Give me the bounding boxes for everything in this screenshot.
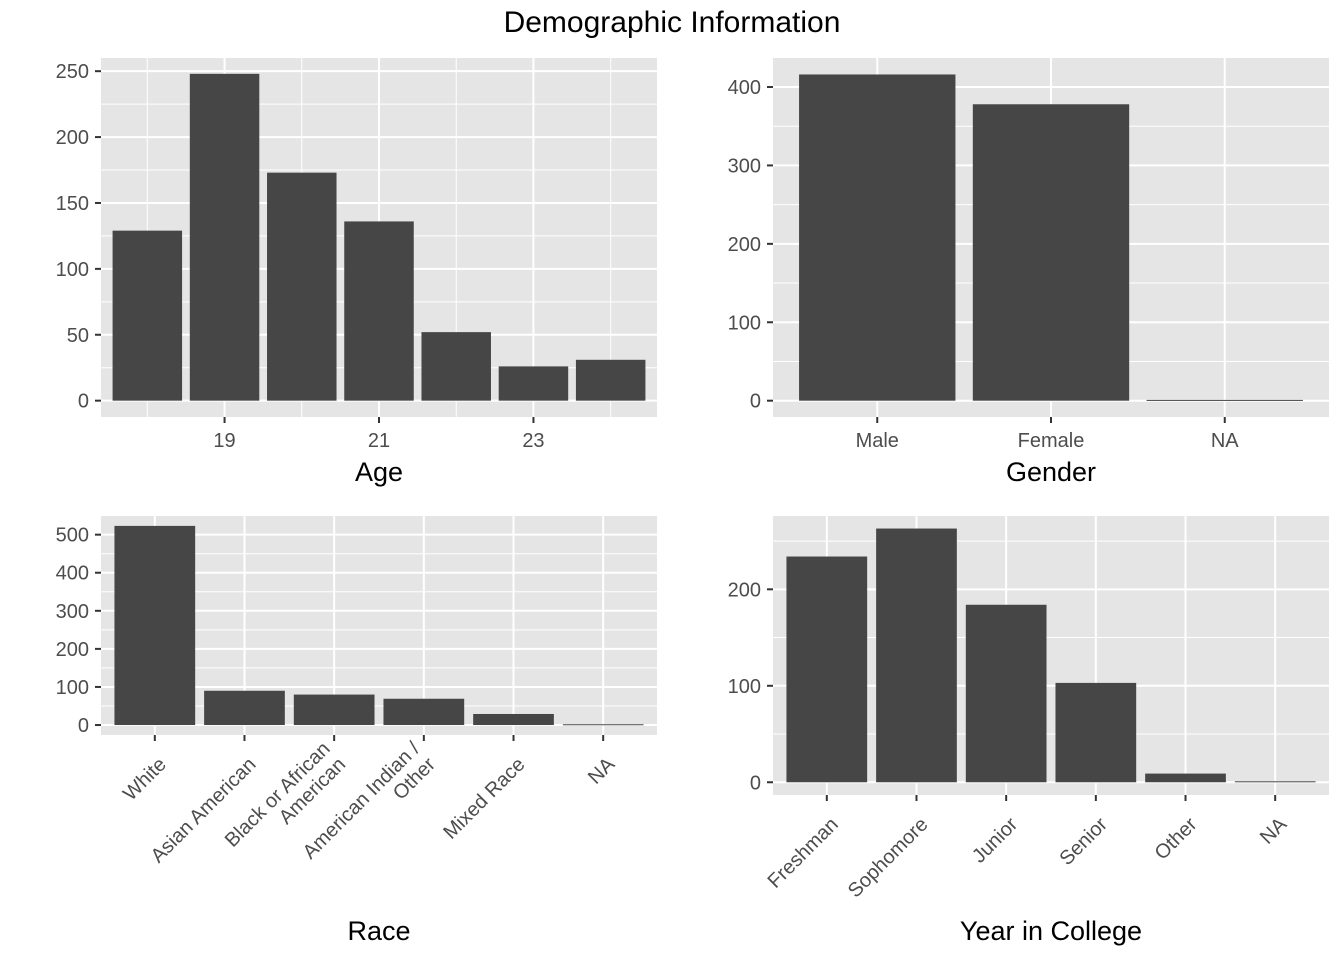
race-x-axis-title: Race bbox=[347, 916, 410, 946]
race-bar bbox=[293, 694, 375, 726]
year-bar bbox=[965, 604, 1047, 783]
race-bar bbox=[473, 713, 554, 726]
year-bar bbox=[1145, 773, 1226, 783]
race-y-tick-label: 0 bbox=[78, 715, 89, 737]
gender-x-axis-title: Gender bbox=[1006, 457, 1096, 487]
race-bar bbox=[383, 698, 465, 726]
age-y-tick-label: 50 bbox=[67, 325, 89, 347]
gender-y-tick-label: 400 bbox=[728, 77, 761, 99]
year-x-tick-label: Junior bbox=[968, 813, 1022, 867]
age-bar bbox=[189, 73, 260, 401]
year-bar bbox=[1234, 781, 1316, 783]
year-panel: 0 100 200 Freshman Sophomore Junior Senior Othe… bbox=[728, 516, 1329, 946]
age-panel: 0 50 100 150 200 250 19 21 23 Age bbox=[56, 58, 657, 487]
year-x-tick-label: NA bbox=[1256, 813, 1292, 849]
age-bar bbox=[421, 332, 491, 401]
year-bar bbox=[1055, 682, 1137, 783]
gender-bar bbox=[972, 104, 1130, 401]
gender-x-tick-label: Male bbox=[856, 430, 899, 452]
gender-bar bbox=[799, 74, 956, 401]
age-x-tick-label: 21 bbox=[368, 430, 390, 452]
age-y-tick-label: 200 bbox=[56, 127, 89, 149]
year-y-tick-label: 100 bbox=[728, 676, 761, 698]
figure-title: Demographic Information bbox=[504, 6, 841, 39]
year-bar bbox=[876, 528, 957, 783]
year-x-tick-label: Other bbox=[1151, 813, 1202, 864]
year-x-axis-title: Year in College bbox=[960, 916, 1142, 946]
gender-panel: 0 100 200 300 400 Male Female NA Gender bbox=[728, 58, 1329, 487]
race-x-tick-label: Mixed Race bbox=[439, 753, 529, 843]
year-bar bbox=[786, 556, 868, 783]
age-bar bbox=[267, 172, 337, 401]
year-y-tick-label: 0 bbox=[750, 772, 761, 794]
race-y-tick-label: 500 bbox=[56, 525, 89, 547]
age-bar bbox=[498, 366, 569, 401]
age-x-tick-label: 23 bbox=[522, 430, 544, 452]
race-y-tick-label: 200 bbox=[56, 639, 89, 661]
age-bar bbox=[112, 230, 183, 401]
race-y-tick-label: 300 bbox=[56, 601, 89, 623]
age-bar bbox=[344, 221, 414, 401]
race-bar bbox=[562, 724, 644, 726]
gender-y-tick-label: 200 bbox=[728, 234, 761, 256]
gender-y-tick-label: 0 bbox=[750, 391, 761, 413]
race-bar bbox=[204, 690, 285, 726]
age-y-tick-label: 150 bbox=[56, 193, 89, 215]
age-y-tick-label: 0 bbox=[78, 391, 89, 413]
gender-x-tick-label: Female bbox=[1018, 430, 1085, 452]
gender-y-tick-label: 300 bbox=[728, 155, 761, 177]
gender-bar bbox=[1146, 399, 1303, 401]
age-x-tick-label: 19 bbox=[213, 430, 235, 452]
year-x-tick-label: Sophomore bbox=[844, 813, 933, 902]
age-y-tick-label: 250 bbox=[56, 61, 89, 83]
race-y-tick-label: 100 bbox=[56, 677, 89, 699]
race-x-tick-label: NA bbox=[584, 753, 620, 789]
age-y-tick-label: 100 bbox=[56, 259, 89, 281]
race-x-tick-label: White bbox=[119, 753, 171, 805]
year-x-tick-label: Freshman bbox=[764, 813, 843, 892]
gender-y-tick-label: 100 bbox=[728, 312, 761, 334]
age-x-axis-title: Age bbox=[355, 457, 403, 487]
year-y-tick-label: 200 bbox=[728, 579, 761, 601]
age-bar bbox=[575, 359, 646, 401]
race-y-tick-label: 400 bbox=[56, 563, 89, 585]
race-bar bbox=[114, 525, 196, 726]
year-x-tick-label: Senior bbox=[1055, 813, 1112, 870]
gender-x-tick-label: NA bbox=[1211, 430, 1239, 452]
